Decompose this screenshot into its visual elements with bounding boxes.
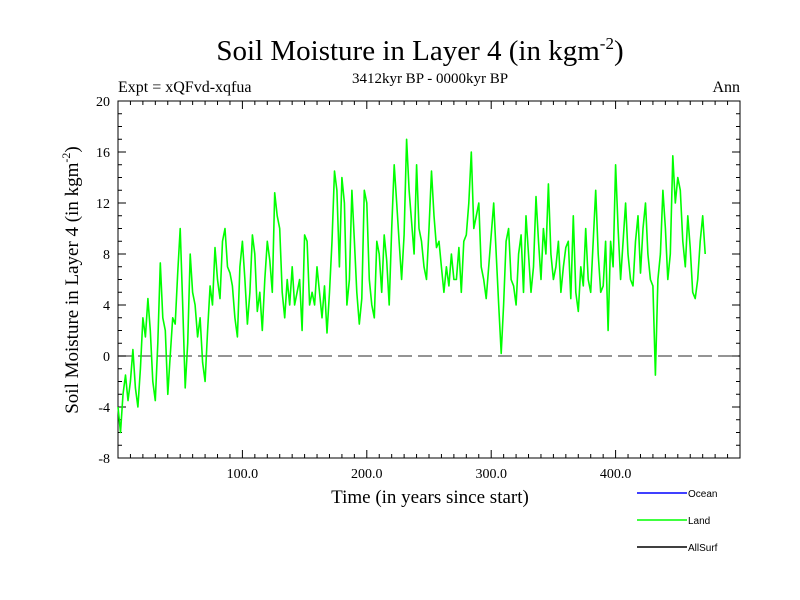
y-tick-label: 4 (103, 299, 110, 314)
x-axis-title: Time (in years since start) (331, 487, 529, 508)
land-series-line (117, 138, 706, 434)
y-tick-label: 12 (96, 197, 110, 212)
y-tick-label: 16 (96, 146, 110, 161)
x-tick-label: 400.0 (600, 467, 632, 482)
y-axis: -8 -4 0 4 8 12 16 20 (96, 95, 740, 467)
legend: Ocean Land AllSurf (637, 489, 718, 554)
legend-label-land: Land (688, 516, 710, 527)
y-tick-label: -4 (98, 401, 110, 416)
y-tick-label: 0 (103, 350, 110, 365)
x-axis: 100.0 200.0 300.0 400.0 (129, 101, 729, 482)
chart-subtitle: 3412kyr BP - 0000kyr BP (352, 71, 508, 87)
legend-label-ocean: Ocean (688, 489, 717, 500)
season-label: Ann (712, 79, 740, 96)
experiment-label: Expt = xQFvd-xqfua (118, 79, 251, 96)
y-axis-title: Soil Moisture in Layer 4 (in kgm-2) (59, 146, 83, 414)
x-tick-label: 200.0 (351, 467, 383, 482)
x-tick-label: 300.0 (475, 467, 507, 482)
y-tick-label: 8 (103, 248, 110, 263)
y-tick-label: -8 (98, 452, 110, 467)
y-tick-label: 20 (96, 95, 110, 110)
chart-title: Soil Moisture in Layer 4 (in kgm-2) (216, 34, 623, 67)
x-tick-label: 100.0 (227, 467, 259, 482)
plot-frame (117, 100, 741, 459)
legend-label-allsurf: AllSurf (688, 543, 718, 554)
